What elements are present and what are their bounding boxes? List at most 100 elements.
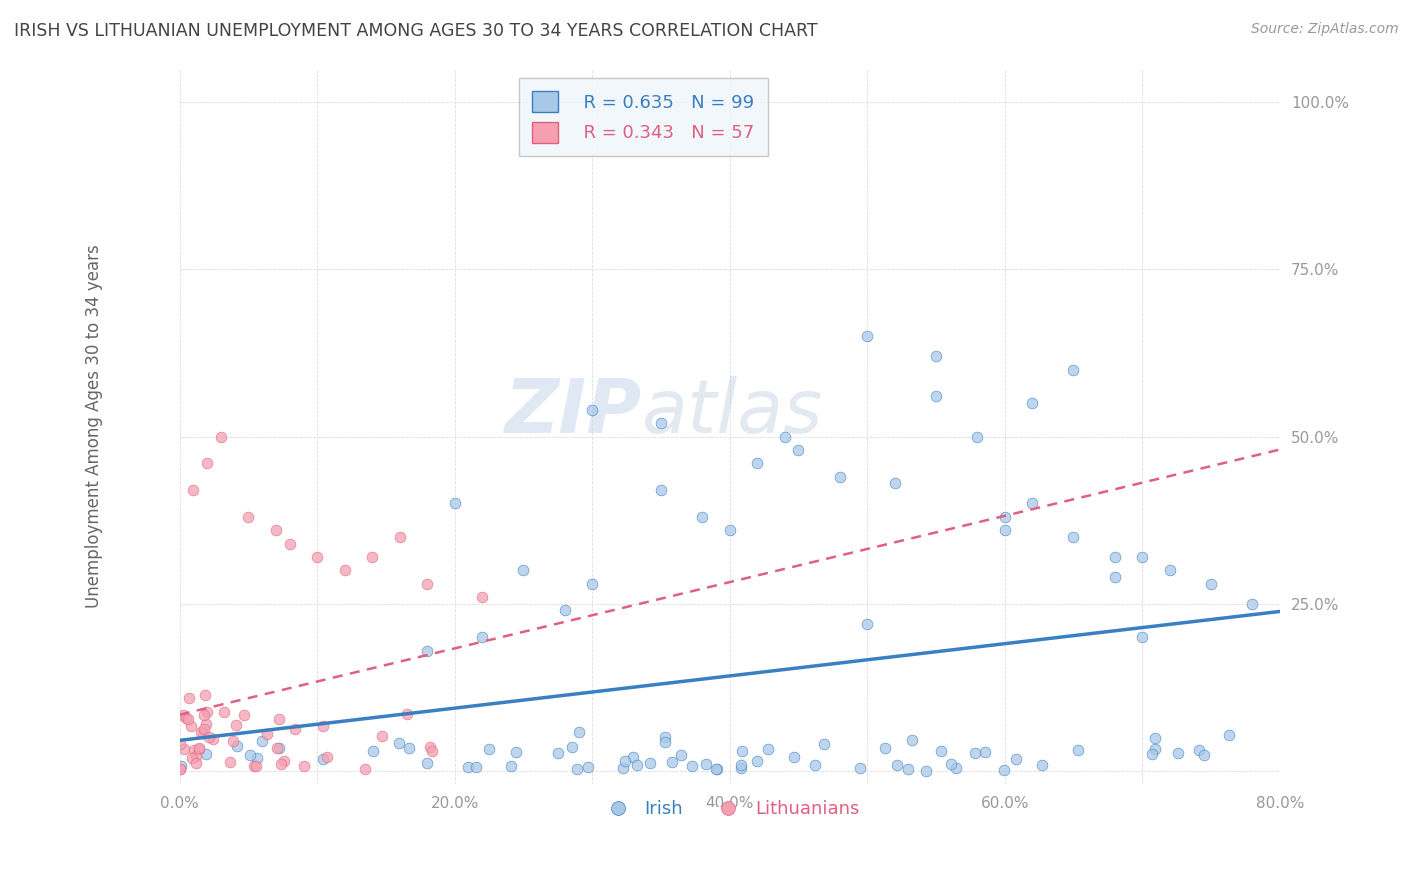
Point xyxy=(1031,757,1053,772)
Point xyxy=(243,759,266,773)
Point xyxy=(194,717,217,731)
Point xyxy=(576,760,599,774)
Point xyxy=(568,725,591,739)
Point xyxy=(212,705,235,719)
Point xyxy=(856,329,879,343)
Point xyxy=(1130,549,1153,564)
Point xyxy=(195,705,218,719)
Point xyxy=(198,730,221,744)
Point xyxy=(1167,746,1189,760)
Point xyxy=(169,762,191,776)
Point xyxy=(612,761,634,775)
Point xyxy=(945,761,967,775)
Point xyxy=(188,740,211,755)
Point xyxy=(307,549,329,564)
Point xyxy=(1241,597,1264,611)
Point xyxy=(813,737,835,751)
Point xyxy=(1144,742,1167,756)
Point xyxy=(225,717,247,731)
Point xyxy=(747,456,769,470)
Point xyxy=(312,719,335,733)
Point xyxy=(883,476,905,491)
Point xyxy=(245,759,267,773)
Point xyxy=(1199,576,1222,591)
Point xyxy=(804,758,827,772)
Point xyxy=(650,416,672,430)
Point xyxy=(654,730,676,744)
Point xyxy=(361,744,384,758)
Point xyxy=(415,756,437,770)
Point xyxy=(201,732,224,747)
Point xyxy=(315,750,337,764)
Point xyxy=(471,630,494,644)
Point xyxy=(681,759,703,773)
Point xyxy=(256,727,278,741)
Point xyxy=(671,747,693,762)
Point xyxy=(193,707,215,722)
Point xyxy=(184,749,207,764)
Point xyxy=(172,708,194,723)
Point xyxy=(993,763,1015,777)
Point xyxy=(650,483,672,497)
Point xyxy=(225,739,247,753)
Point xyxy=(730,757,752,772)
Point xyxy=(292,759,315,773)
Point xyxy=(278,536,301,550)
Point xyxy=(828,469,851,483)
Point xyxy=(398,741,420,756)
Point xyxy=(1021,396,1043,410)
Point xyxy=(478,741,501,756)
Point xyxy=(416,643,439,657)
Point xyxy=(177,691,200,706)
Point xyxy=(1021,496,1043,510)
Legend: Irish, Lithuanians: Irish, Lithuanians xyxy=(592,793,868,825)
Point xyxy=(471,590,494,604)
Point xyxy=(396,706,419,721)
Text: Source: ZipAtlas.com: Source: ZipAtlas.com xyxy=(1251,22,1399,37)
Point xyxy=(654,735,676,749)
Point xyxy=(187,742,209,756)
Point xyxy=(266,741,288,756)
Point xyxy=(925,389,948,403)
Point xyxy=(221,734,243,748)
Point xyxy=(581,576,603,591)
Point xyxy=(925,349,948,363)
Text: ZIP: ZIP xyxy=(505,376,641,449)
Point xyxy=(661,756,683,770)
Point xyxy=(704,762,727,776)
Point xyxy=(457,760,479,774)
Point xyxy=(170,759,193,773)
Point xyxy=(195,747,218,762)
Point xyxy=(183,743,205,757)
Point xyxy=(388,736,411,750)
Point xyxy=(512,563,534,577)
Point xyxy=(690,509,713,524)
Point xyxy=(915,764,938,778)
Point xyxy=(267,740,290,755)
Point xyxy=(239,748,262,763)
Point xyxy=(581,402,603,417)
Point xyxy=(973,745,995,759)
Point xyxy=(194,688,217,702)
Point xyxy=(181,750,204,764)
Point xyxy=(1140,747,1163,761)
Point xyxy=(169,737,191,751)
Point xyxy=(238,509,260,524)
Point xyxy=(966,429,988,443)
Point xyxy=(626,757,648,772)
Point xyxy=(311,752,333,766)
Y-axis label: Unemployment Among Ages 30 to 34 years: Unemployment Among Ages 30 to 34 years xyxy=(86,244,103,608)
Point xyxy=(756,742,779,756)
Point xyxy=(209,429,232,443)
Point xyxy=(190,724,212,739)
Point xyxy=(1062,362,1084,376)
Point xyxy=(250,734,273,748)
Point xyxy=(706,762,728,776)
Point xyxy=(886,758,908,772)
Point xyxy=(499,759,522,773)
Point xyxy=(1104,549,1126,564)
Point xyxy=(177,712,200,726)
Text: IRISH VS LITHUANIAN UNEMPLOYMENT AMONG AGES 30 TO 34 YEARS CORRELATION CHART: IRISH VS LITHUANIAN UNEMPLOYMENT AMONG A… xyxy=(14,22,818,40)
Point xyxy=(353,763,375,777)
Point xyxy=(180,718,202,732)
